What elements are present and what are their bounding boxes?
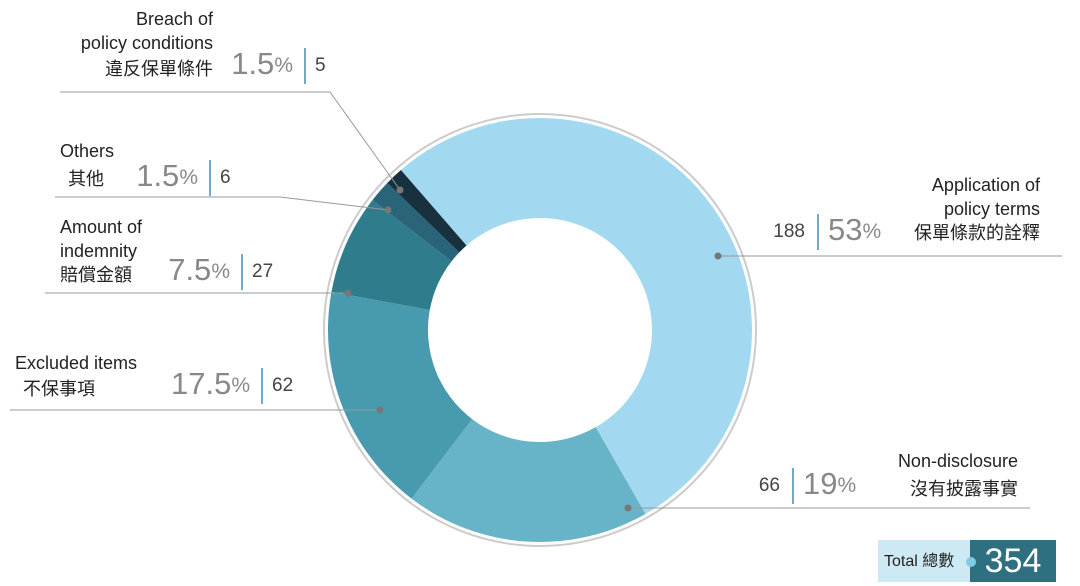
category-label-en: policy terms — [944, 199, 1040, 219]
category-label-zh: 保單條款的詮釋 — [914, 223, 1040, 243]
percent-symbol: % — [231, 374, 250, 397]
count-label: 5 — [315, 55, 326, 76]
leader-dot — [396, 186, 404, 194]
donut-slice — [331, 200, 452, 310]
donut-slice — [327, 291, 473, 499]
percent-value: 19 — [803, 466, 837, 501]
category-label-zh: 賠償金額 — [60, 265, 132, 285]
category-label-en: Breach of — [136, 9, 214, 29]
leader-dot — [384, 206, 392, 214]
donut-slice — [387, 170, 467, 253]
donut-slice — [400, 117, 752, 514]
percent-symbol: % — [179, 166, 198, 189]
percent-label: 7.5% — [168, 252, 230, 287]
category-label-en: Excluded items — [15, 353, 137, 373]
count-label: 188 — [773, 221, 805, 242]
percent-value: 7.5 — [168, 252, 211, 287]
percent-label: 53% — [828, 212, 881, 247]
leader-dot — [344, 289, 352, 297]
percent-symbol: % — [274, 54, 293, 77]
total-dot — [966, 557, 976, 567]
percent-value: 17.5 — [171, 366, 231, 401]
category-label-en: Amount of — [60, 217, 143, 237]
leader-dot — [376, 406, 384, 414]
leader-line — [60, 91, 401, 191]
percent-symbol: % — [862, 220, 881, 243]
category-label-en: Others — [60, 141, 114, 161]
category-label-zh: 不保事項 — [23, 379, 95, 399]
leader-dot — [624, 504, 632, 512]
percent-label: 1.5% — [136, 158, 198, 193]
percent-symbol: % — [837, 474, 856, 497]
count-label: 6 — [220, 167, 231, 188]
total-label-box — [878, 540, 970, 582]
percent-label: 17.5% — [171, 366, 250, 401]
donut-slice — [411, 419, 646, 542]
total-box — [970, 540, 1056, 582]
category-label-en: indemnity — [60, 241, 137, 261]
count-label: 66 — [759, 475, 780, 496]
category-label-zh: 其他 — [68, 169, 104, 189]
percent-value: 53 — [828, 212, 862, 247]
category-label-zh: 違反保單條件 — [105, 59, 213, 79]
percent-symbol: % — [211, 260, 230, 283]
percent-label: 19% — [803, 466, 856, 501]
leader-line — [55, 196, 389, 211]
total-label: Total 總數 — [884, 552, 954, 570]
percent-value: 1.5 — [136, 158, 179, 193]
count-label: 62 — [272, 375, 293, 396]
total-value: 354 — [985, 542, 1042, 580]
category-label-en: Non-disclosure — [898, 451, 1018, 471]
percent-label: 1.5% — [231, 46, 293, 81]
donut-slice — [372, 182, 460, 262]
category-label-zh: 沒有披露事實 — [910, 479, 1018, 499]
percent-value: 1.5 — [231, 46, 274, 81]
category-label-en: Application of — [932, 175, 1041, 195]
category-label-en: policy conditions — [81, 33, 213, 53]
count-label: 27 — [252, 261, 273, 282]
leader-dot — [714, 252, 722, 260]
